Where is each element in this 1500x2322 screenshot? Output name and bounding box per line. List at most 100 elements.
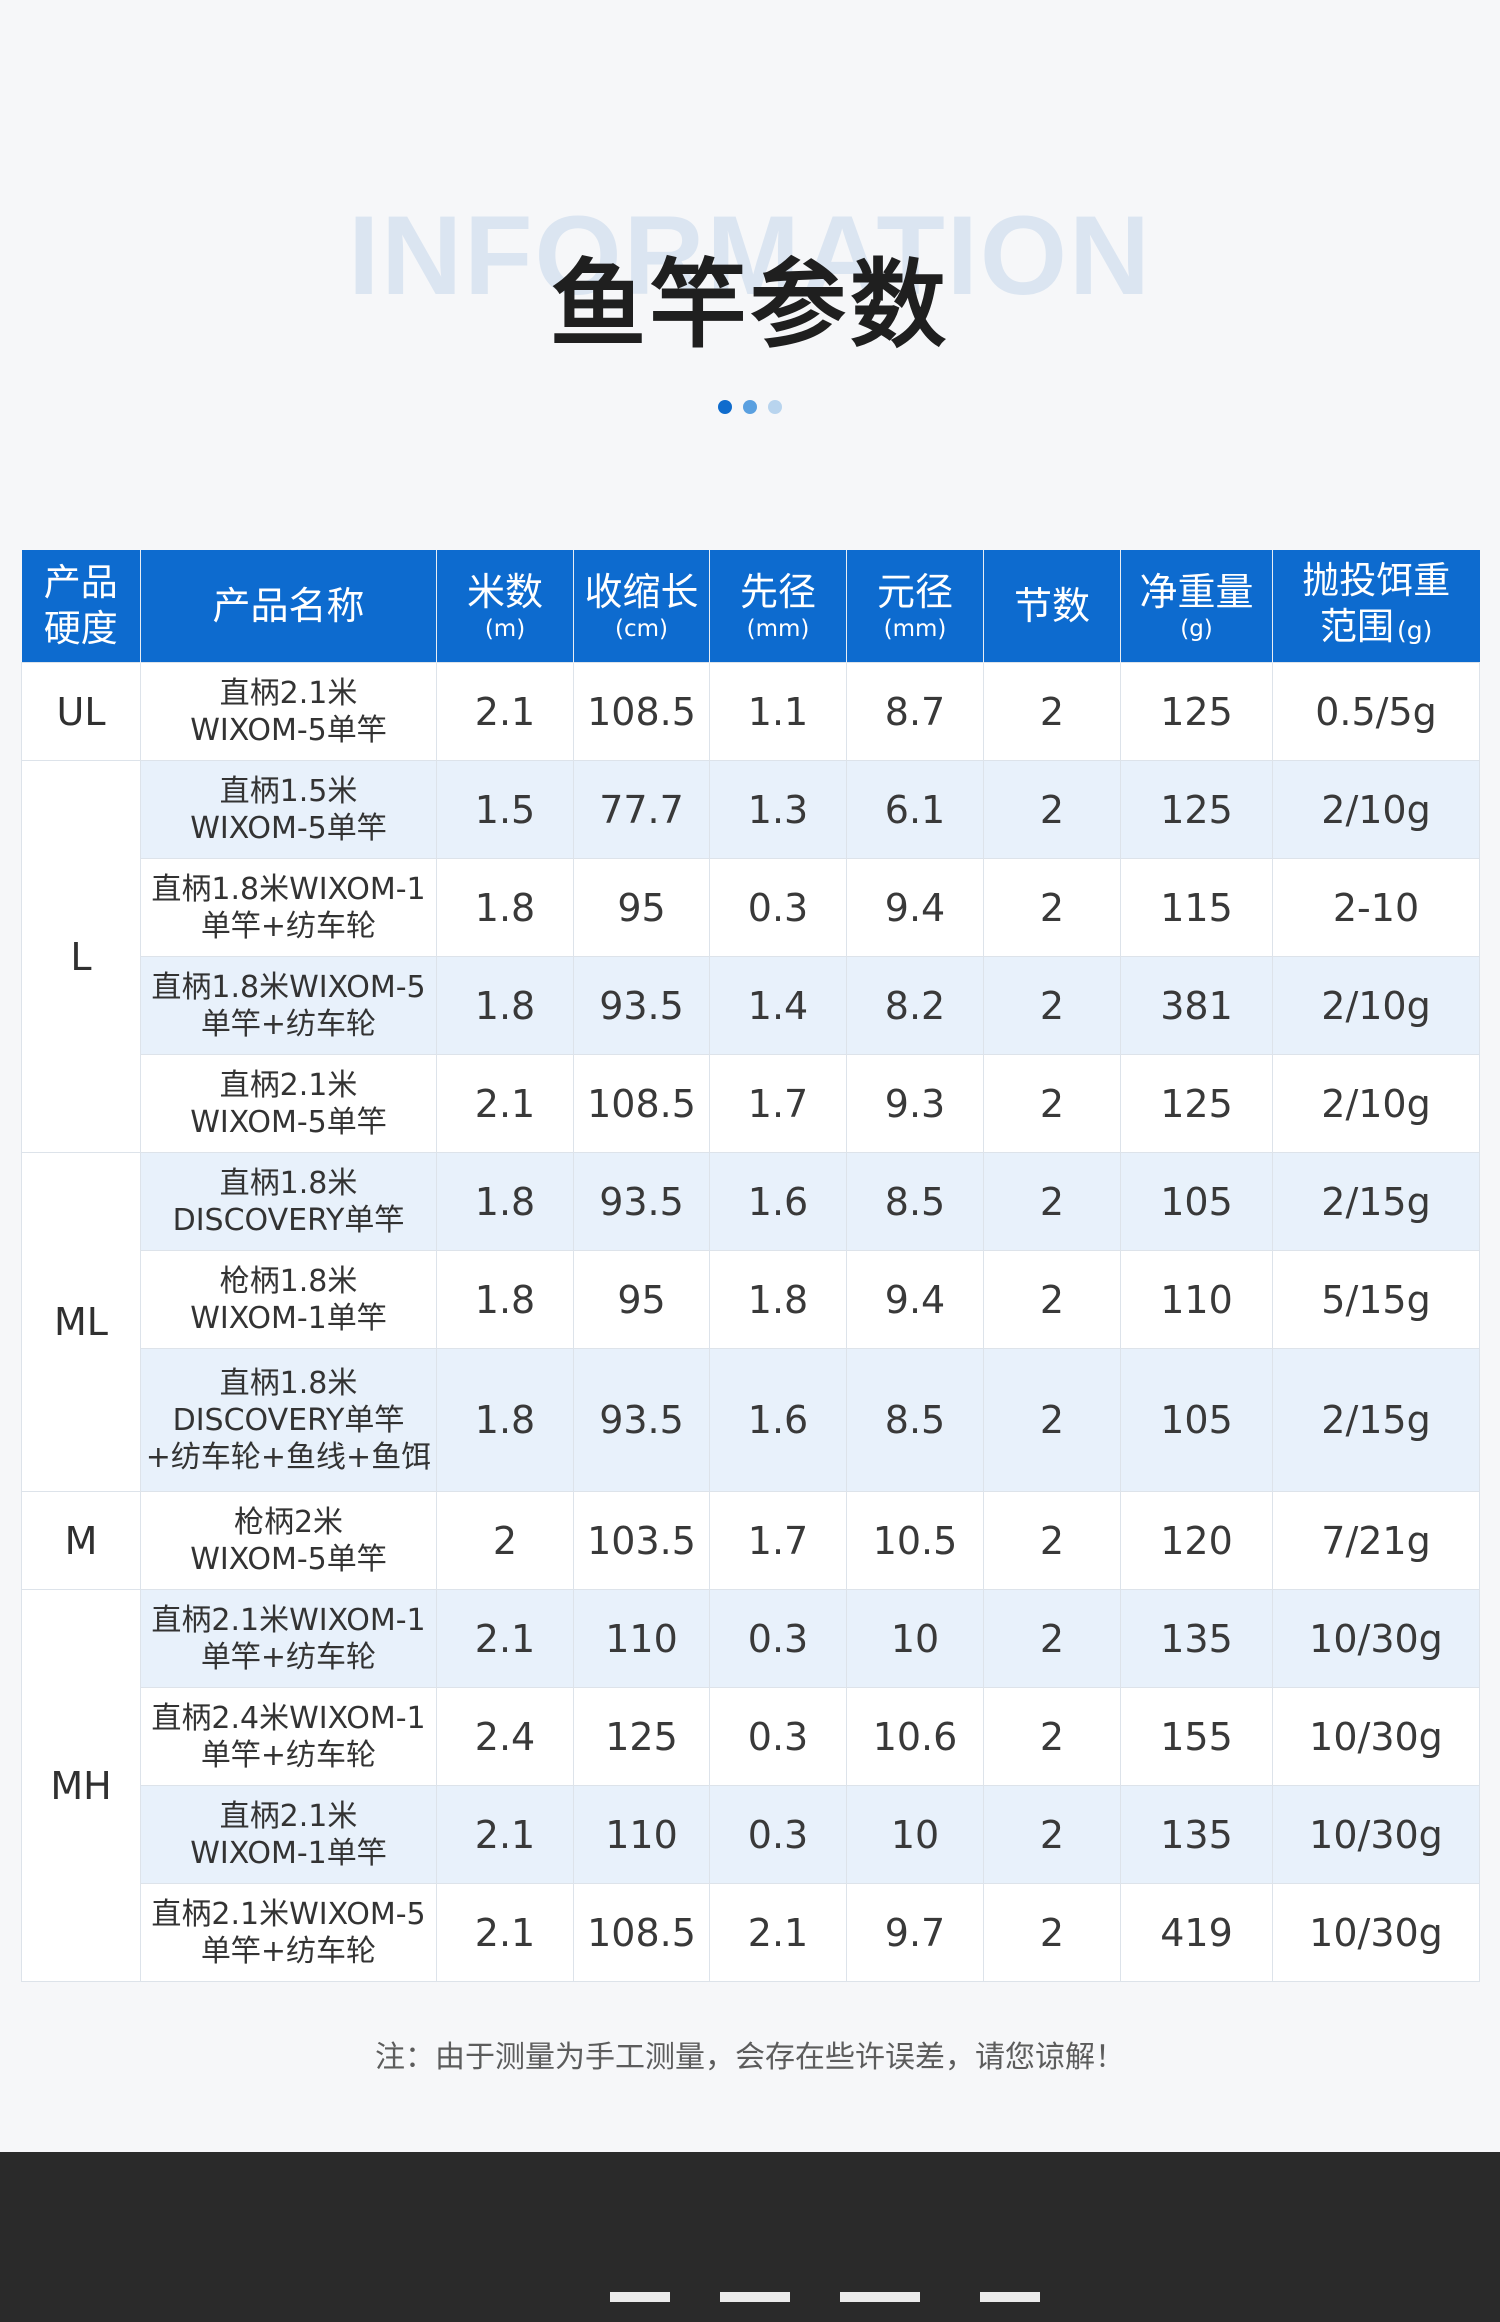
cell-retracted-length: 95 [573, 858, 710, 957]
cell-retracted-length: 95 [573, 1250, 710, 1349]
table-row: UL 直柄2.1米 WIXOM-5单竿 2.1 108.5 1.1 8.7 2 125 0.5/… [21, 662, 1480, 761]
cell-weight: 419 [1120, 1883, 1273, 1982]
cell-lure-weight: 5/15g [1272, 1250, 1480, 1349]
cell-length: 2.1 [436, 1785, 574, 1884]
column-header-retracted: 收缩长 (cm) [573, 550, 710, 663]
cell-sections: 2 [983, 1250, 1121, 1349]
cell-retracted-length: 93.5 [573, 1348, 710, 1492]
cell-sections: 2 [983, 1785, 1121, 1884]
cell-butt-diameter: 10.6 [846, 1687, 984, 1786]
table-row: 直柄1.8米 DISCOVERY单竿 +纺车轮+鱼线+鱼饵 1.8 93.5 1.6 8… [22, 1348, 1480, 1492]
cell-butt-diameter: 6.1 [846, 760, 984, 859]
cell-length: 2.4 [436, 1687, 574, 1786]
cell-sections: 2 [983, 1054, 1121, 1153]
cell-weight: 115 [1120, 858, 1273, 957]
table-header-row: 产品硬度 产品名称 米数 (m) 收缩长 (cm) 先径 (mm) 元径 (mm… [21, 550, 1480, 663]
cell-length: 2.1 [436, 1054, 574, 1153]
cell-product-name: 枪柄1.8米 WIXOM-1单竿 [140, 1250, 437, 1349]
column-header-unit: (mm) [746, 616, 810, 642]
cell-weight: 105 [1120, 1152, 1273, 1251]
cell-weight: 135 [1120, 1589, 1273, 1688]
cell-lure-weight: 2-10 [1272, 858, 1480, 957]
cell-weight: 125 [1120, 662, 1273, 761]
cell-tip-diameter: 0.3 [709, 1687, 847, 1786]
cell-retracted-length: 110 [573, 1785, 710, 1884]
cell-tip-diameter: 1.7 [709, 1054, 847, 1153]
table-row: 直柄2.1米 WIXOM-5单竿 2.1 108.5 1.7 9.3 2 125 2/10g [22, 1054, 1480, 1153]
cell-tip-diameter: 0.3 [709, 1589, 847, 1688]
cell-length: 1.8 [436, 1348, 574, 1492]
cell-tip-diameter: 0.3 [709, 1785, 847, 1884]
cell-sections: 2 [983, 858, 1121, 957]
cell-weight: 120 [1120, 1491, 1273, 1590]
cell-lure-weight: 7/21g [1272, 1491, 1480, 1590]
cell-length: 1.5 [436, 760, 574, 859]
cell-weight: 381 [1120, 956, 1273, 1055]
cell-hardness: UL [21, 662, 141, 761]
cell-product-name: 直柄2.1米 WIXOM-5单竿 [140, 1054, 437, 1153]
cell-sections: 2 [983, 1348, 1121, 1492]
table-row: M 枪柄2米 WIXOM-5单竿 2 103.5 1.7 10.5 2 120 7/21g [21, 1491, 1480, 1590]
section-heading: INFORMATION 鱼竿参数 [0, 0, 1500, 420]
column-header-unit: (g) [1397, 616, 1433, 645]
cell-butt-diameter: 9.4 [846, 1250, 984, 1349]
cell-butt-diameter: 10 [846, 1589, 984, 1688]
column-header-unit: (cm) [615, 616, 668, 642]
cell-weight: 125 [1120, 1054, 1273, 1153]
cell-length: 2.1 [436, 662, 574, 761]
cell-product-name: 直柄2.4米WIXOM-1 单竿+纺车轮 [140, 1687, 437, 1786]
cell-tip-diameter: 2.1 [709, 1883, 847, 1982]
column-header-label: 产品名称 [212, 584, 365, 628]
cell-butt-diameter: 8.2 [846, 956, 984, 1055]
cell-butt-diameter: 10 [846, 1785, 984, 1884]
table-row: L 直柄1.5米 WIXOM-5单竿 1.5 77.7 1.3 6.1 2 125 2/10g [21, 760, 1480, 1153]
table-row: 直柄1.8米WIXOM-5 单竿+纺车轮 1.8 93.5 1.4 8.2 2 381 2/1… [22, 956, 1480, 1055]
cell-butt-diameter: 10.5 [846, 1491, 984, 1590]
cell-tip-diameter: 0.3 [709, 858, 847, 957]
cell-tip-diameter: 1.6 [709, 1152, 847, 1251]
cell-butt-diameter: 9.3 [846, 1054, 984, 1153]
column-header-hardness: 产品硬度 [21, 550, 141, 663]
cell-length: 2.1 [436, 1883, 574, 1982]
spec-table: 产品硬度 产品名称 米数 (m) 收缩长 (cm) 先径 (mm) 元径 (mm… [21, 550, 1480, 1982]
cell-lure-weight: 10/30g [1272, 1785, 1480, 1884]
column-header-label-line2: 范围 (g) [1273, 604, 1480, 654]
disclaimer-note: 注：由于测量为手工测量，会存在些许误差，请您谅解！ [375, 2040, 1125, 2075]
cell-weight: 155 [1120, 1687, 1273, 1786]
column-header-label: 收缩长 [584, 570, 699, 614]
column-header-weight: 净重量 (g) [1120, 550, 1273, 663]
cell-product-name: 直柄1.8米 DISCOVERY单竿 +纺车轮+鱼线+鱼饵 [140, 1348, 437, 1492]
column-header-butt: 元径 (mm) [846, 550, 984, 663]
cell-tip-diameter: 1.6 [709, 1348, 847, 1492]
cell-lure-weight: 10/30g [1272, 1687, 1480, 1786]
cell-weight: 105 [1120, 1348, 1273, 1492]
footer-banner [0, 2152, 1500, 2322]
cell-butt-diameter: 8.5 [846, 1348, 984, 1492]
cell-sections: 2 [983, 1589, 1121, 1688]
table-row: 枪柄1.8米 WIXOM-1单竿 1.8 95 1.8 9.4 2 110 5/15g [22, 1250, 1480, 1349]
table-row: 直柄2.1米 WIXOM-1单竿 2.1 110 0.3 10 2 135 10/30g [22, 1785, 1480, 1884]
cell-weight: 135 [1120, 1785, 1273, 1884]
cell-length: 1.8 [436, 1152, 574, 1251]
dot-indicator [718, 400, 732, 414]
cell-product-name: 直柄1.8米WIXOM-5 单竿+纺车轮 [140, 956, 437, 1055]
cell-lure-weight: 0.5/5g [1272, 662, 1480, 761]
cell-hardness: M [21, 1491, 141, 1590]
column-header-label: 抛投饵重 [1302, 559, 1451, 602]
column-header-label: 元径 [876, 570, 953, 614]
table-row: ML 直柄1.8米 DISCOVERY单竿 1.8 93.5 1.6 8.5 2 105 2/1… [21, 1152, 1480, 1492]
cell-butt-diameter: 8.7 [846, 662, 984, 761]
dot-indicator [743, 400, 757, 414]
watermark-text: INFORMATION [348, 193, 1152, 318]
column-header-unit: (mm) [883, 616, 947, 642]
table-body: UL 直柄2.1米 WIXOM-5单竿 2.1 108.5 1.1 8.7 2 125 0.5/… [21, 662, 1480, 1982]
cell-hardness: L [21, 760, 141, 1153]
cell-product-name: 直柄2.1米WIXOM-5 单竿+纺车轮 [140, 1883, 437, 1982]
cell-retracted-length: 103.5 [573, 1491, 710, 1590]
cell-tip-diameter: 1.4 [709, 956, 847, 1055]
column-header-tip: 先径 (mm) [709, 550, 847, 663]
column-header-label: 先径 [739, 570, 816, 614]
cell-lure-weight: 2/10g [1272, 956, 1480, 1055]
cell-lure-weight: 2/10g [1272, 760, 1480, 859]
cell-sections: 2 [983, 662, 1121, 761]
